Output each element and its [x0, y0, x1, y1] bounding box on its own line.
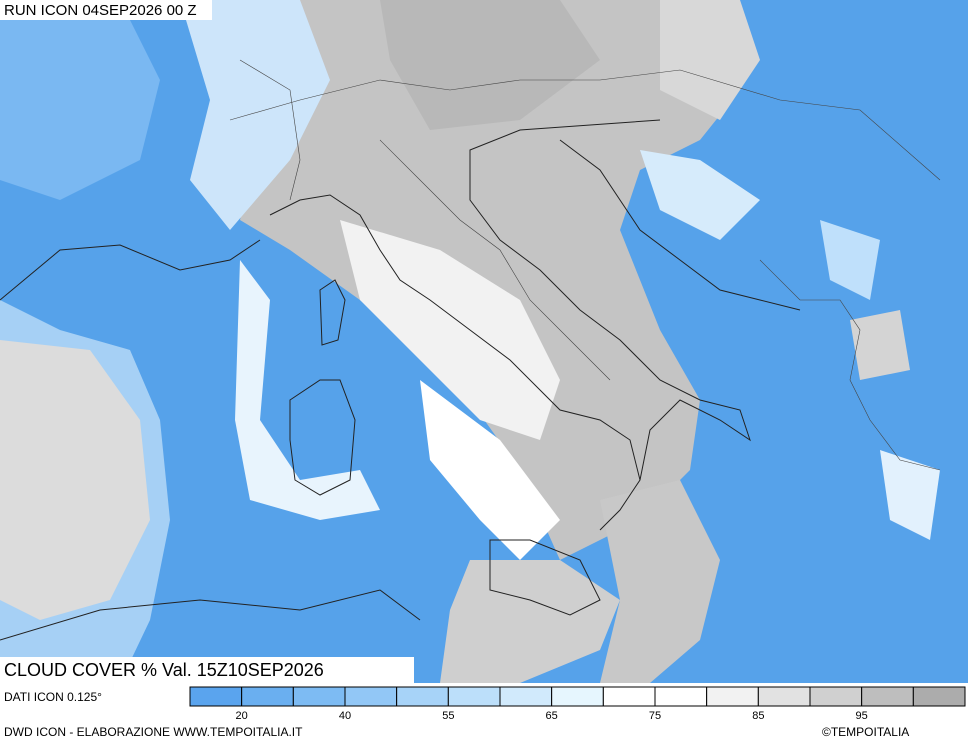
legend-box	[861, 686, 914, 707]
caption-box	[0, 657, 414, 683]
credits: DWD ICON - ELABORAZIONE WWW.TEMPOITALIA.…	[4, 725, 303, 739]
legend-box	[912, 686, 966, 707]
map	[0, 0, 968, 683]
source: DATI ICON 0.125°	[4, 690, 102, 704]
legend-label: 40	[339, 710, 351, 722]
legend-label: 65	[546, 710, 558, 722]
legend-box	[809, 686, 863, 707]
legend-box	[396, 686, 449, 707]
legend-box	[551, 686, 604, 707]
legend-box	[189, 686, 243, 707]
legend-box	[602, 686, 656, 707]
legend-box	[241, 686, 294, 707]
legend-label: 55	[442, 710, 454, 722]
legend-label: 85	[752, 710, 764, 722]
caption: CLOUD COVER % Val. 15Z10SEP2026	[4, 660, 324, 680]
run-label: RUN ICON 04SEP2026 00 Z	[4, 2, 197, 19]
legend-label: 95	[856, 710, 868, 722]
copyright: ©TEMPOITALIA	[822, 725, 909, 739]
legend-box	[706, 686, 759, 707]
legend-label: 20	[236, 710, 248, 722]
legend-box	[447, 686, 501, 707]
legend-box	[757, 686, 811, 707]
legend-label: 75	[649, 710, 661, 722]
legend-box	[654, 686, 708, 707]
legend-box	[344, 686, 398, 707]
legend-box	[292, 686, 346, 707]
legend-box	[499, 686, 553, 707]
run-box	[0, 0, 212, 20]
